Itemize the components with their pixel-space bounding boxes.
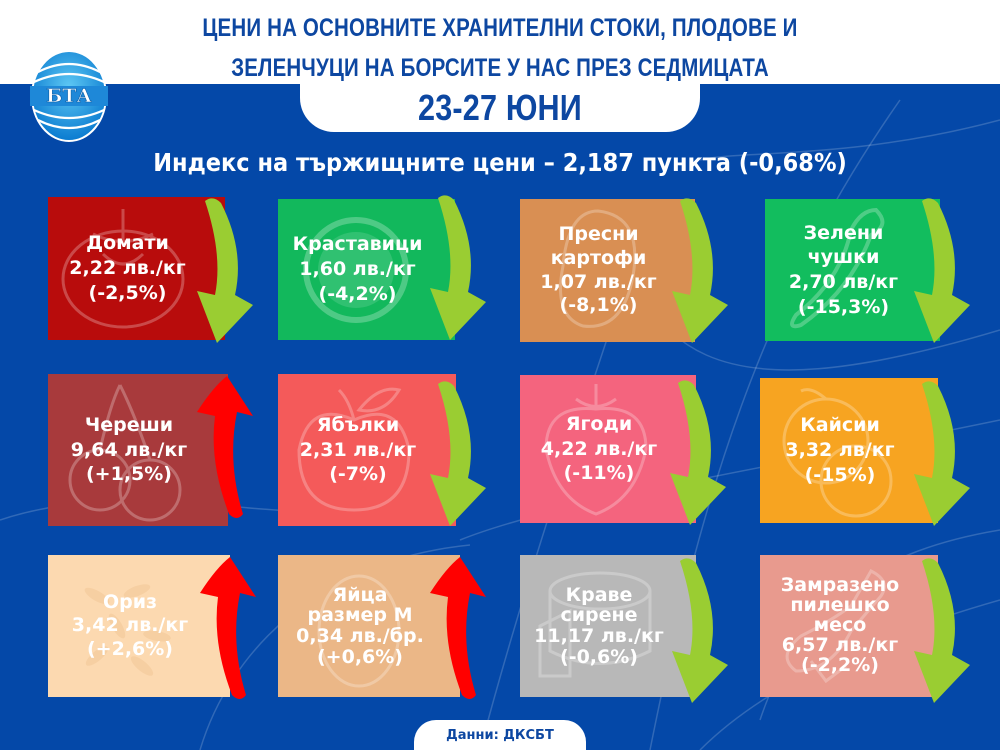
card-frozen-chicken: Замразено пилешко месо 6,57 лв./кг (-2,2…: [760, 555, 938, 697]
product-name-line-1: Пресни: [558, 223, 639, 245]
product-name: Краставици: [292, 233, 423, 256]
product-name: Череши: [84, 413, 174, 436]
price-change: (-11%): [563, 462, 635, 485]
card-strawberries: Ягоди 4,22 лв./кг (-11%): [520, 375, 696, 523]
strawberry-icon: [544, 384, 648, 516]
product-name: Зелени чушки: [803, 221, 884, 269]
card-apricots: Кайсии 3,32 лв/кг (-15%): [760, 378, 938, 523]
product-name: Ориз: [102, 591, 158, 614]
header-date-tab: [300, 60, 700, 132]
price-change: (-15,3%): [797, 295, 890, 318]
product-name-line-3: месо: [813, 614, 867, 637]
product-name: Ягоди: [565, 412, 633, 435]
price-change: (+1,5%): [86, 463, 172, 486]
card-cucumbers: Краставици 1,60 лв./кг (-4,2%): [278, 199, 455, 340]
cucumber-icon: [302, 216, 409, 323]
product-name-line-1: Краве: [565, 583, 633, 606]
card-cow-cheese: Краве сирене 11,17 лв./кг (-0,6%): [520, 555, 696, 697]
tomato-icon: [61, 208, 184, 328]
egg-icon: [317, 574, 401, 688]
date-range: 23-27 ЮНИ: [418, 87, 582, 128]
apple-icon: [297, 387, 411, 512]
arrow-down-icon: [670, 380, 726, 525]
price-change: (-7%): [329, 463, 387, 486]
product-price: 1,60 лв./кг: [299, 258, 416, 281]
page-title-line-2: ЗЕЛЕНЧУЦИ НА БОРСИТЕ У НАС ПРЕЗ СЕДМИЦАТ…: [231, 54, 769, 82]
product-name-line-1: Замразено: [780, 574, 900, 597]
product-price: 0,34 лв./бр.: [296, 625, 424, 647]
product-price: 4,22 лв./кг: [540, 437, 658, 460]
price-change: (-2,5%): [88, 281, 167, 304]
product-name: Ябълки: [316, 413, 400, 436]
card-green-peppers: Зелени чушки 2,70 лв/кг (-15,3%): [765, 199, 940, 341]
product-name: Домати: [86, 232, 169, 255]
product-price: 9,64 лв./кг: [70, 438, 188, 461]
card-apples: Ябълки 2,31 лв./кг (-7%): [278, 374, 456, 526]
product-name: Кайсии: [800, 414, 880, 437]
cheese-icon: [538, 571, 652, 678]
arrow-down-icon: [914, 558, 970, 703]
page-title-line-1: ЦЕНИ НА ОСНОВНИТЕ ХРАНИТЕЛНИ СТОКИ, ПЛОД…: [202, 14, 798, 42]
product-price: 6,57 лв./кг: [781, 633, 899, 656]
arrow-up-icon: [430, 557, 486, 699]
product-name-line-1: Яйца: [332, 583, 388, 606]
arrow-up-icon: [200, 557, 256, 699]
product-name-line-2: размер М: [307, 604, 413, 627]
product-price: 11,17 лв./кг: [534, 625, 664, 647]
arrow-down-icon: [672, 198, 728, 343]
product-name-line-2: картофи: [550, 246, 647, 269]
data-source: Данни: ДКСБТ: [446, 728, 554, 743]
card-potatoes: Пресни картофи 1,07 лв./кг (-8,1%): [520, 199, 695, 342]
product-name-line-2: пилешко: [790, 594, 890, 617]
product-price: 1,07 лв./кг: [540, 270, 657, 293]
apricot-icon: [782, 387, 893, 517]
footer-source-tab: [414, 720, 586, 750]
cherry-icon: [68, 384, 182, 522]
potato-icon: [558, 208, 636, 328]
product-name-line-2: сирене: [560, 604, 638, 627]
card-tomatoes: Домати 2,22 лв./кг (-2,5%): [48, 197, 225, 340]
chicken-leg-icon: [785, 569, 886, 684]
card-eggs: Яйца размер М 0,34 лв./бр. (+0,6%): [278, 555, 460, 697]
product-price: 2,22 лв./кг: [69, 257, 186, 280]
product-price: 3,32 лв/кг: [785, 439, 895, 462]
arrow-down-icon: [914, 381, 970, 526]
price-change: (-0,6%): [560, 645, 638, 668]
card-cherries: Череши 9,64 лв./кг (+1,5%): [48, 374, 228, 526]
price-change: (+0,6%): [317, 645, 403, 668]
product-price: 2,31 лв./кг: [299, 438, 417, 461]
product-price: 2,70 лв/кг: [788, 271, 899, 293]
pepper-icon: [789, 207, 884, 329]
price-change: (+2,6%): [87, 637, 173, 660]
arrow-down-icon: [914, 198, 970, 343]
price-change: (-2,2%): [801, 653, 879, 676]
market-price-index: Индекс на тържищните цени – 2,187 пункта…: [153, 148, 847, 177]
price-change: (-15%): [804, 463, 876, 486]
price-change: (-8,1%): [559, 294, 638, 317]
svg-text:БТА: БТА: [46, 85, 92, 107]
card-rice: Ориз 3,42 лв./кг (+2,6%): [48, 555, 230, 697]
arrow-down-icon: [197, 198, 253, 343]
arrow-up-icon: [197, 376, 253, 518]
product-price: 3,42 лв./кг: [71, 614, 189, 637]
price-change: (-4,2%): [318, 282, 397, 305]
arrow-down-icon: [430, 195, 486, 340]
rice-icon: [84, 584, 171, 676]
arrow-down-icon: [430, 381, 486, 526]
bta-logo: БТА: [30, 50, 108, 142]
arrow-down-icon: [672, 558, 728, 703]
